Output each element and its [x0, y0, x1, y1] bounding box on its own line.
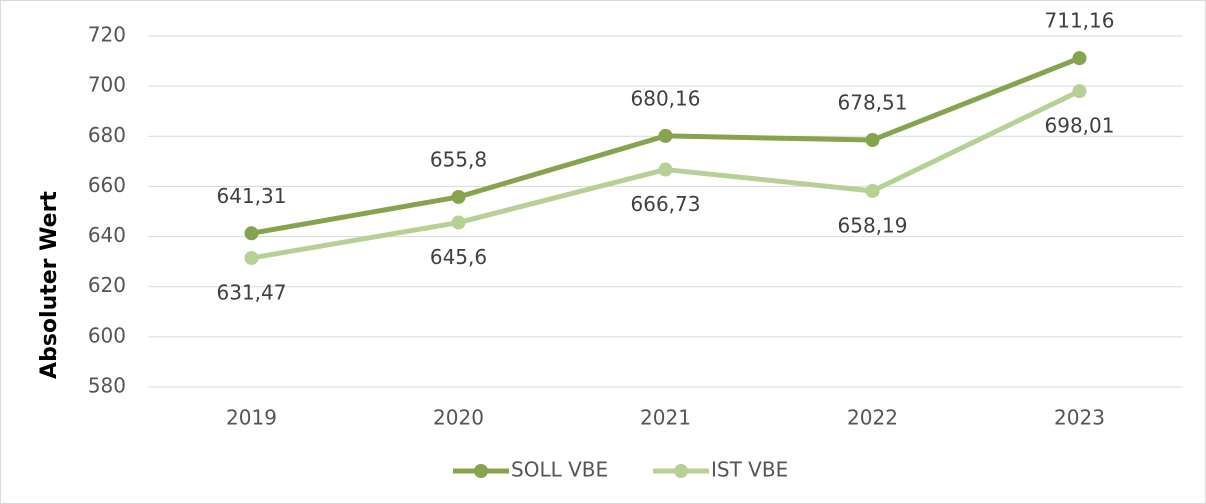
data-label: 698,01 — [1045, 114, 1115, 138]
data-point — [451, 215, 466, 230]
y-tick-label: 580 — [88, 374, 126, 398]
y-tick-label: 660 — [88, 173, 126, 197]
data-point — [1072, 84, 1087, 99]
y-tick-label: 620 — [88, 273, 126, 297]
y-tick-label: 680 — [88, 123, 126, 147]
x-tick-label: 2019 — [226, 406, 277, 430]
legend-label: SOLL VBE — [511, 458, 608, 482]
x-tick-label: 2021 — [640, 406, 691, 430]
y-tick-label: 600 — [88, 323, 126, 347]
data-label: 655,8 — [430, 147, 487, 171]
data-label: 645,6 — [430, 245, 487, 269]
data-point — [658, 128, 673, 143]
data-point — [1072, 51, 1087, 66]
data-label: 678,51 — [838, 91, 908, 115]
data-label: 641,31 — [217, 184, 287, 208]
data-point — [865, 133, 880, 148]
x-tick-label: 2020 — [433, 406, 484, 430]
data-label: 658,19 — [838, 213, 908, 237]
legend-marker — [474, 464, 488, 478]
y-axis-label: Absoluter Wert — [37, 191, 62, 379]
y-tick-label: 640 — [88, 223, 126, 247]
data-label: 666,73 — [631, 192, 701, 216]
data-label: 680,16 — [631, 86, 701, 110]
data-point — [451, 189, 466, 204]
legend-label: IST VBE — [711, 458, 788, 482]
data-label: 711,16 — [1045, 9, 1115, 33]
data-point — [658, 162, 673, 177]
data-point — [244, 226, 259, 241]
data-point — [865, 183, 880, 198]
legend-marker — [674, 464, 688, 478]
y-tick-label: 700 — [88, 73, 126, 97]
y-tick-label: 720 — [88, 23, 126, 47]
x-tick-label: 2023 — [1054, 406, 1105, 430]
data-label: 631,47 — [217, 280, 287, 304]
x-tick-label: 2022 — [847, 406, 898, 430]
data-point — [244, 250, 259, 265]
